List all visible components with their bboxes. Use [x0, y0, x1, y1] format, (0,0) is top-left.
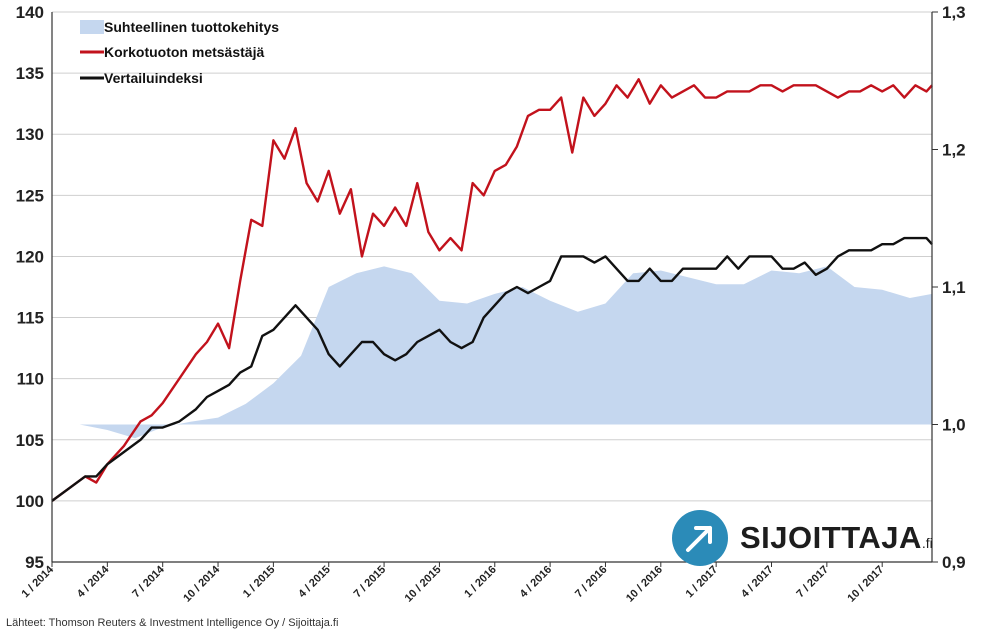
left-tick-label: 110 — [17, 370, 44, 389]
x-tick-label: 1 / 2017 — [684, 564, 721, 601]
left-tick-label: 100 — [16, 492, 44, 511]
source-note: Lähteet: Thomson Reuters & Investment In… — [6, 617, 339, 629]
legend-label: Vertailuindeksi — [104, 70, 203, 86]
right-tick-label: 1,2 — [942, 141, 966, 160]
left-tick-label: 140 — [16, 3, 44, 22]
sijoittaja-logo: SIJOITTAJA.fi — [672, 510, 933, 566]
series-lines — [51, 78, 933, 502]
left-tick-label: 135 — [16, 64, 44, 83]
arrow-up-right-icon — [672, 510, 728, 566]
logo-text: SIJOITTAJA.fi — [740, 520, 933, 555]
x-tick-label: 4 / 2017 — [739, 564, 776, 601]
x-tick-label: 7 / 2014 — [130, 563, 167, 600]
series-area-relative-return — [52, 266, 932, 439]
x-axis-ticks: 1 / 2014 4 / 2014 7 / 2014 10 / 2014 1 / 201… — [20, 562, 886, 605]
x-tick-label: 7 / 2017 — [794, 564, 831, 601]
right-axis-ticks: 0,9 1,0 1,1 1,2 1,3 — [932, 3, 966, 572]
x-tick-label: 10 / 2017 — [845, 564, 886, 605]
x-tick-label: 7 / 2016 — [573, 564, 610, 601]
relative-return-area — [52, 266, 932, 439]
series-line-vertailuindeksi — [51, 236, 933, 502]
x-tick-label: 10 / 2016 — [624, 564, 665, 605]
logo-suffix: .fi — [921, 535, 933, 551]
x-tick-label: 4 / 2014 — [75, 563, 112, 600]
left-tick-label: 115 — [17, 309, 44, 328]
legend-swatch-area — [80, 20, 104, 34]
legend-label: Suhteellinen tuottokehitys — [104, 19, 279, 35]
left-tick-label: 95 — [25, 553, 44, 572]
x-tick-label: 4 / 2015 — [296, 564, 333, 601]
right-tick-label: 1,0 — [942, 416, 966, 435]
x-tick-label: 1 / 2016 — [462, 564, 499, 601]
right-tick-label: 1,3 — [942, 3, 966, 22]
x-tick-label: 10 / 2015 — [403, 564, 444, 605]
left-tick-label: 105 — [16, 431, 44, 450]
x-tick-label: 4 / 2016 — [518, 564, 555, 601]
x-tick-label: 7 / 2015 — [352, 564, 389, 601]
left-tick-label: 130 — [16, 125, 44, 144]
series-line-korkotuoton-metsastaja — [51, 78, 933, 502]
right-tick-label: 1,1 — [942, 278, 966, 297]
right-tick-label: 0,9 — [942, 553, 966, 572]
legend-label: Korkotuoton metsästäjä — [104, 44, 264, 60]
left-axis-ticks: 95 100 105 110 115 120 125 130 135 140 — [16, 3, 44, 572]
left-tick-label: 120 — [16, 247, 44, 266]
x-tick-label: 1 / 2015 — [241, 564, 278, 601]
x-tick-label: 10 / 2014 — [181, 563, 223, 605]
legend: Suhteellinen tuottokehitys Korkotuoton me… — [80, 19, 279, 86]
left-tick-label: 125 — [16, 186, 44, 205]
